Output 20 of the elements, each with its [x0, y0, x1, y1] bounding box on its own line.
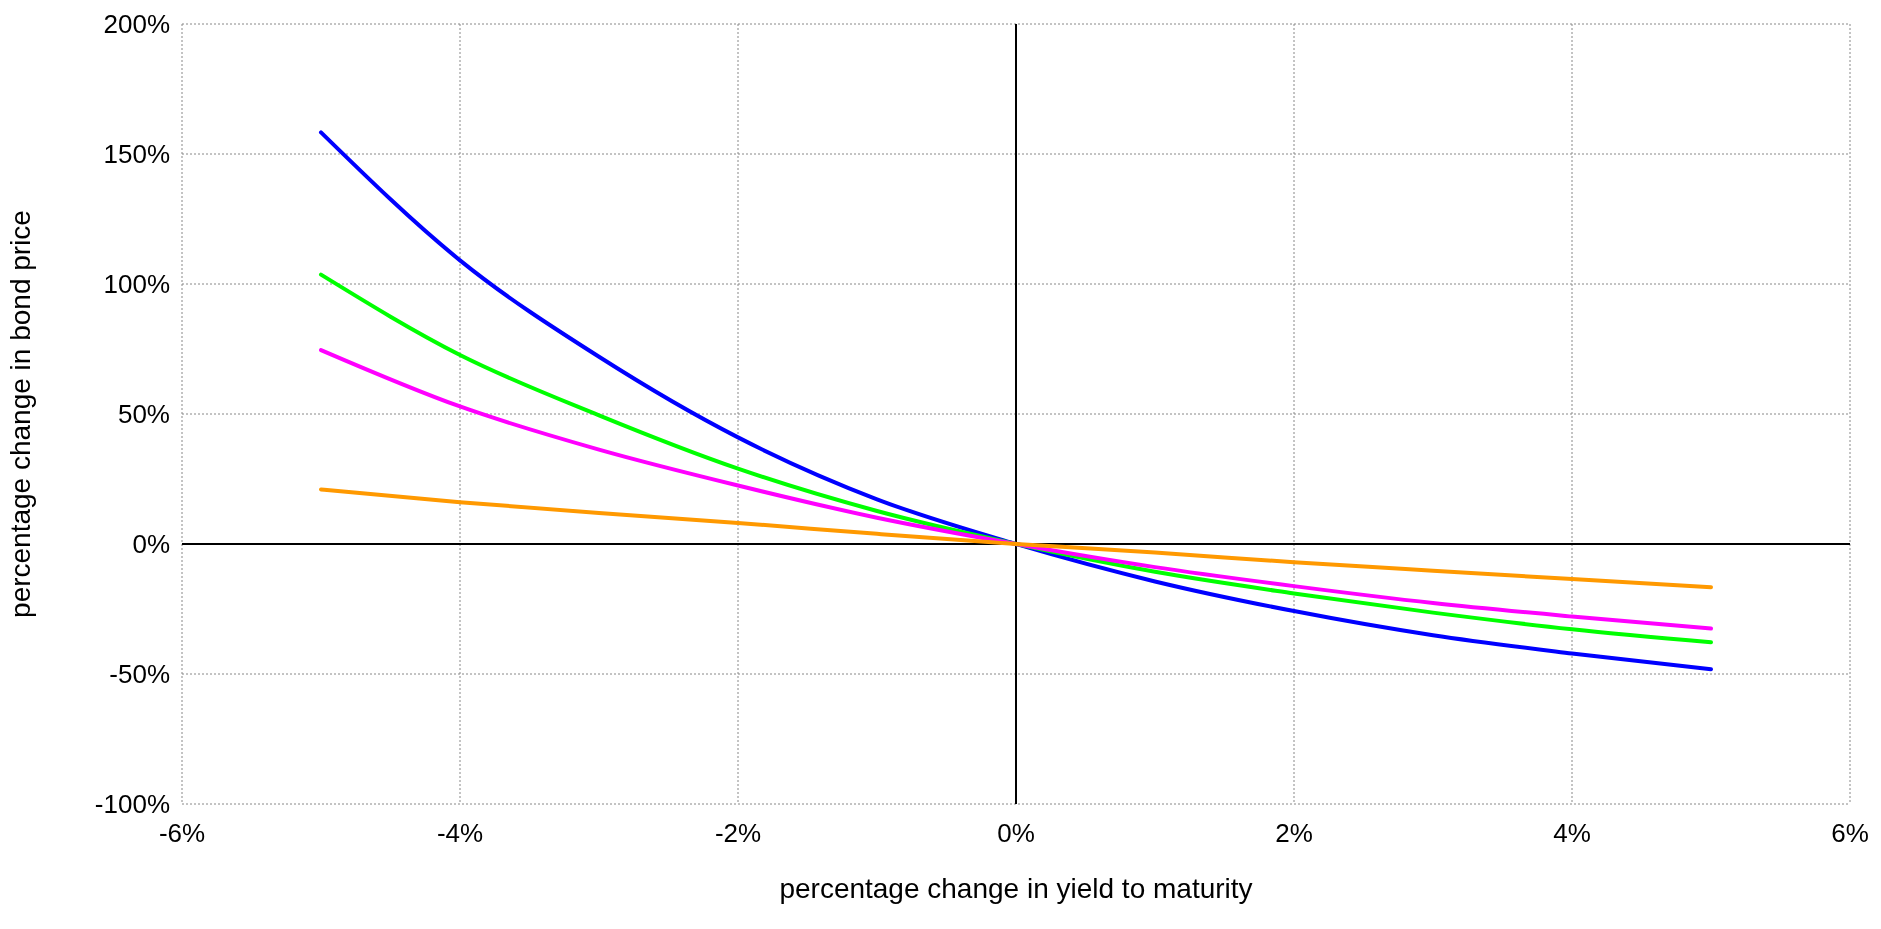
line-series	[319, 130, 1713, 672]
y-axis-title: percentage change in bond price	[4, 210, 36, 618]
y-tick-label: 150%	[103, 139, 170, 170]
y-tick-label: 100%	[103, 269, 170, 300]
line-series	[319, 272, 1713, 645]
x-tick-label: 6%	[1831, 818, 1869, 849]
y-tick-label: -50%	[109, 659, 170, 690]
y-tick-label: 50%	[117, 399, 170, 430]
line-series	[319, 348, 1713, 631]
x-tick-label: -2%	[714, 818, 762, 849]
x-tick-label: -6%	[158, 818, 206, 849]
y-tick-label: 0%	[132, 529, 170, 560]
line-series	[319, 487, 1713, 590]
y-tick-label: 200%	[103, 9, 170, 40]
x-tick-label: 4%	[1553, 818, 1591, 849]
x-axis-title: percentage change in yield to maturity	[779, 873, 1253, 904]
x-tick-label: -4%	[436, 818, 484, 849]
x-tick-label: 2%	[1275, 818, 1313, 849]
y-tick-label: -100%	[94, 789, 170, 820]
x-tick-label: 0%	[997, 818, 1035, 849]
